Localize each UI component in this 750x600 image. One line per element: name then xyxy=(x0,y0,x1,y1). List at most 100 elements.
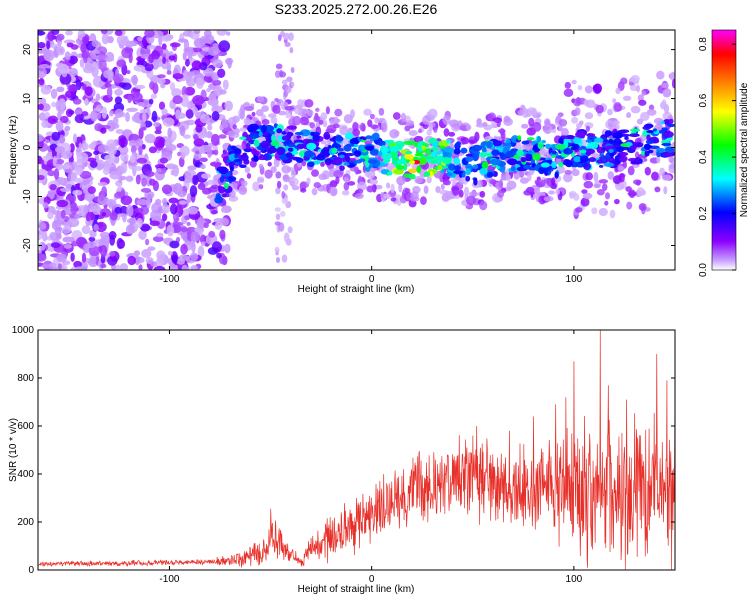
heatmap-cell xyxy=(185,58,190,67)
heatmap-cell xyxy=(283,184,289,191)
heatmap-cell xyxy=(601,156,606,162)
heatmap-cell xyxy=(584,148,596,155)
heatmap-cell xyxy=(390,183,395,194)
heatmap-cell xyxy=(217,68,226,78)
heatmap-cell xyxy=(56,45,65,56)
heatmap-cell xyxy=(219,124,224,131)
heatmap-cell xyxy=(145,238,150,246)
heatmap-cell xyxy=(579,149,587,154)
heatmap-cell xyxy=(299,116,310,126)
heatmap-cell xyxy=(243,117,251,126)
heatmap-cell xyxy=(558,118,568,127)
heatmap-cell xyxy=(260,140,270,149)
heatmap-cell xyxy=(275,256,281,264)
heatmap-cell xyxy=(574,107,581,116)
heatmap-cell xyxy=(555,189,561,196)
heatmap-cell xyxy=(206,146,213,159)
heatmap-cell xyxy=(385,182,391,189)
heatmap-cell xyxy=(81,252,87,263)
heatmap-cell xyxy=(85,57,92,63)
heatmap-cell xyxy=(140,223,151,232)
heatmap-cell xyxy=(618,151,626,156)
heatmap-cell xyxy=(585,99,596,109)
heatmap-cell xyxy=(101,106,108,119)
heatmap-cell xyxy=(667,123,675,128)
heatmap-cell xyxy=(159,157,169,164)
heatmap-cell xyxy=(601,147,607,151)
heatmap-cell xyxy=(161,108,168,116)
heatmap-cell xyxy=(532,153,541,161)
heatmap-cell xyxy=(148,98,154,105)
heatmap-cell xyxy=(76,152,89,164)
x-tick-label: 0 xyxy=(369,274,375,285)
heatmap-cell xyxy=(329,180,338,188)
heatmap-cell xyxy=(193,152,202,161)
heatmap-cell xyxy=(118,82,127,88)
heatmap-cell xyxy=(218,40,231,53)
heatmap-cell xyxy=(571,169,580,177)
heatmap-cell xyxy=(272,104,281,114)
heatmap-cell xyxy=(109,211,118,221)
heatmap-cell xyxy=(134,84,146,90)
heatmap-cell xyxy=(184,215,191,221)
heatmap-cell xyxy=(612,175,622,185)
heatmap-cell xyxy=(158,101,166,110)
heatmap-cell xyxy=(299,181,310,189)
heatmap-cell xyxy=(377,151,383,157)
heatmap-cell xyxy=(324,158,332,166)
heatmap-cell xyxy=(199,113,210,124)
heatmap-cell xyxy=(195,124,203,133)
heatmap-cell xyxy=(645,139,655,144)
heatmap-cell xyxy=(38,42,46,49)
heatmap-cell xyxy=(191,60,202,71)
heatmap-cell xyxy=(251,111,256,117)
heatmap-cell xyxy=(193,30,201,35)
heatmap-cell xyxy=(569,192,575,199)
heatmap-cell xyxy=(528,150,533,154)
heatmap-cell xyxy=(662,89,668,98)
heatmap-cell xyxy=(426,176,432,184)
heatmap-cell xyxy=(249,159,257,168)
heatmap-cell xyxy=(644,150,650,157)
heatmap-cell xyxy=(179,145,190,157)
heatmap-cell xyxy=(268,146,277,154)
heatmap-cell xyxy=(149,220,160,227)
heatmap-cell xyxy=(486,141,493,149)
heatmap-cell xyxy=(83,204,89,216)
heatmap-cell xyxy=(448,131,456,137)
heatmap-cell xyxy=(479,167,488,175)
heatmap-cell xyxy=(126,70,131,75)
heatmap-cell xyxy=(614,198,620,205)
heatmap-cell xyxy=(63,243,72,249)
heatmap-cell xyxy=(637,94,644,102)
heatmap-cell xyxy=(646,129,655,134)
heatmap-cell xyxy=(72,189,83,196)
heatmap-cell xyxy=(403,153,414,161)
heatmap-cell xyxy=(271,134,277,143)
heatmap-cell xyxy=(468,191,479,197)
heatmap-cell xyxy=(448,163,456,171)
heatmap-cell xyxy=(83,51,88,64)
heatmap-cell xyxy=(536,135,542,143)
heatmap-cell xyxy=(60,187,72,192)
heatmap-cell xyxy=(170,203,178,215)
heatmap-cell xyxy=(368,162,374,169)
heatmap-cell xyxy=(660,139,670,144)
heatmap-cell xyxy=(548,190,555,195)
heatmap-cell xyxy=(93,150,100,155)
heatmap-cell xyxy=(153,265,166,270)
heatmap-cell xyxy=(344,152,355,157)
heatmap-cell xyxy=(460,137,470,145)
heatmap-cell xyxy=(539,148,549,156)
heatmap-cell xyxy=(126,107,139,113)
heatmap-cell xyxy=(489,179,497,184)
heatmap-cell xyxy=(410,191,419,200)
y-tick-label: -20 xyxy=(22,238,33,253)
heatmap-cell xyxy=(125,111,130,123)
heatmap-cell xyxy=(244,106,254,112)
heatmap-cell xyxy=(380,146,389,154)
heatmap-cell xyxy=(137,36,143,42)
heatmap-cell xyxy=(573,136,582,144)
heatmap-cell xyxy=(275,63,283,70)
heatmap-cell xyxy=(62,236,75,243)
